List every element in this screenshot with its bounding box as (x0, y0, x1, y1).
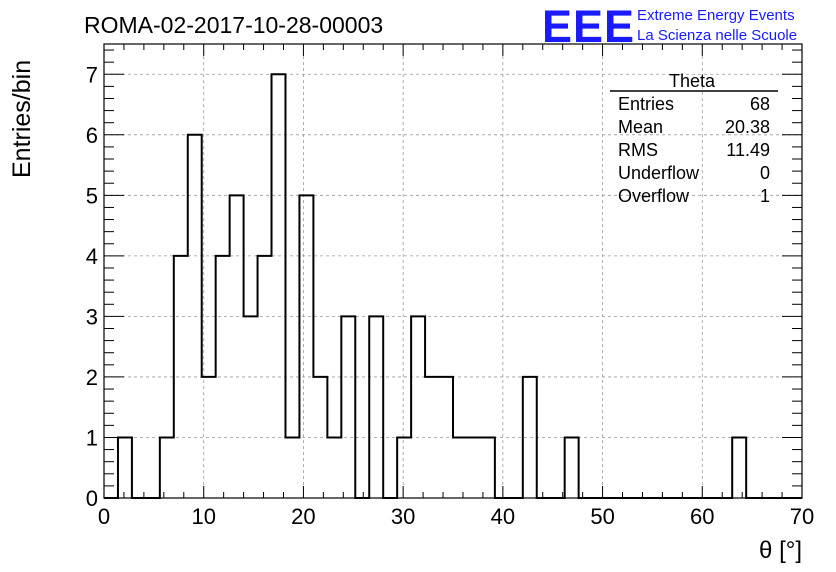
y-tick-label: 4 (86, 244, 98, 269)
x-tick-label: 30 (391, 504, 415, 529)
stats-value-overflow: 1 (760, 186, 770, 206)
histogram-bin (272, 74, 286, 498)
histogram-bin (732, 437, 746, 498)
stats-box-name: Theta (669, 71, 716, 91)
x-tick-label: 60 (690, 504, 714, 529)
histogram-bin (453, 437, 467, 498)
histogram-bin (285, 437, 299, 498)
plot-frame (103, 43, 803, 499)
histogram-bin (118, 437, 132, 498)
histogram-bin (299, 195, 313, 498)
logo-line-2: La Scienza nelle Scuole (637, 27, 797, 44)
stats-value-entries: 68 (750, 94, 770, 114)
histogram-bin (397, 437, 411, 498)
histogram-bin (481, 437, 495, 498)
stats-value-rms: 11.49 (726, 140, 770, 160)
y-tick-label: 7 (86, 62, 98, 87)
histogram-bin (202, 377, 216, 498)
histogram-bin (174, 256, 188, 498)
histogram-bin (341, 316, 355, 498)
y-tick-label: 0 (86, 486, 98, 511)
stats-value-underflow: 0 (760, 163, 770, 183)
logo-line-1: Extreme Energy Events (637, 7, 795, 24)
histogram-bin (244, 316, 258, 498)
histogram-bin (523, 377, 537, 498)
histogram-bin (188, 135, 202, 498)
stats-label-overflow: Overflow (618, 186, 690, 206)
chart-title: ROMA-02-2017-10-28-00003 (84, 12, 383, 38)
histogram-bin (216, 256, 230, 498)
y-tick-label: 6 (86, 123, 98, 148)
histogram-bin (425, 377, 439, 498)
histogram-bin (467, 437, 481, 498)
stats-value-mean: 20.38 (725, 117, 770, 137)
stats-label-entries: Entries (618, 94, 674, 114)
stats-label-mean: Mean (618, 117, 663, 137)
x-tick-label: 0 (98, 504, 110, 529)
histogram-bars (104, 73, 802, 499)
x-tick-label: 40 (491, 504, 515, 529)
y-tick-label: 1 (86, 425, 98, 450)
histogram-bin (439, 377, 453, 498)
histogram-bin (313, 377, 327, 498)
histogram-bin (230, 195, 244, 498)
y-tick-label: 2 (86, 365, 98, 390)
y-tick-label: 5 (86, 183, 98, 208)
stats-box: Theta Entries 68 Mean 20.38 RMS 11.49 Un… (610, 71, 778, 206)
histogram-bin (411, 316, 425, 498)
histogram-bin (160, 437, 174, 498)
x-axis-label: θ [°] (759, 537, 802, 564)
x-tick-label: 20 (291, 504, 315, 529)
y-tick-label: 3 (86, 304, 98, 329)
stats-label-underflow: Underflow (618, 163, 700, 183)
x-tick-label: 10 (191, 504, 215, 529)
histogram-bin (565, 437, 579, 498)
eee-logo: EEE (542, 1, 635, 52)
y-axis-label: Entries/bin (8, 60, 36, 178)
histogram-bin (369, 316, 383, 498)
stats-label-rms: RMS (618, 140, 658, 160)
histogram-bin (327, 437, 341, 498)
x-tick-label: 50 (590, 504, 614, 529)
x-tick-label: 70 (790, 504, 814, 529)
histogram-bin (258, 256, 272, 498)
